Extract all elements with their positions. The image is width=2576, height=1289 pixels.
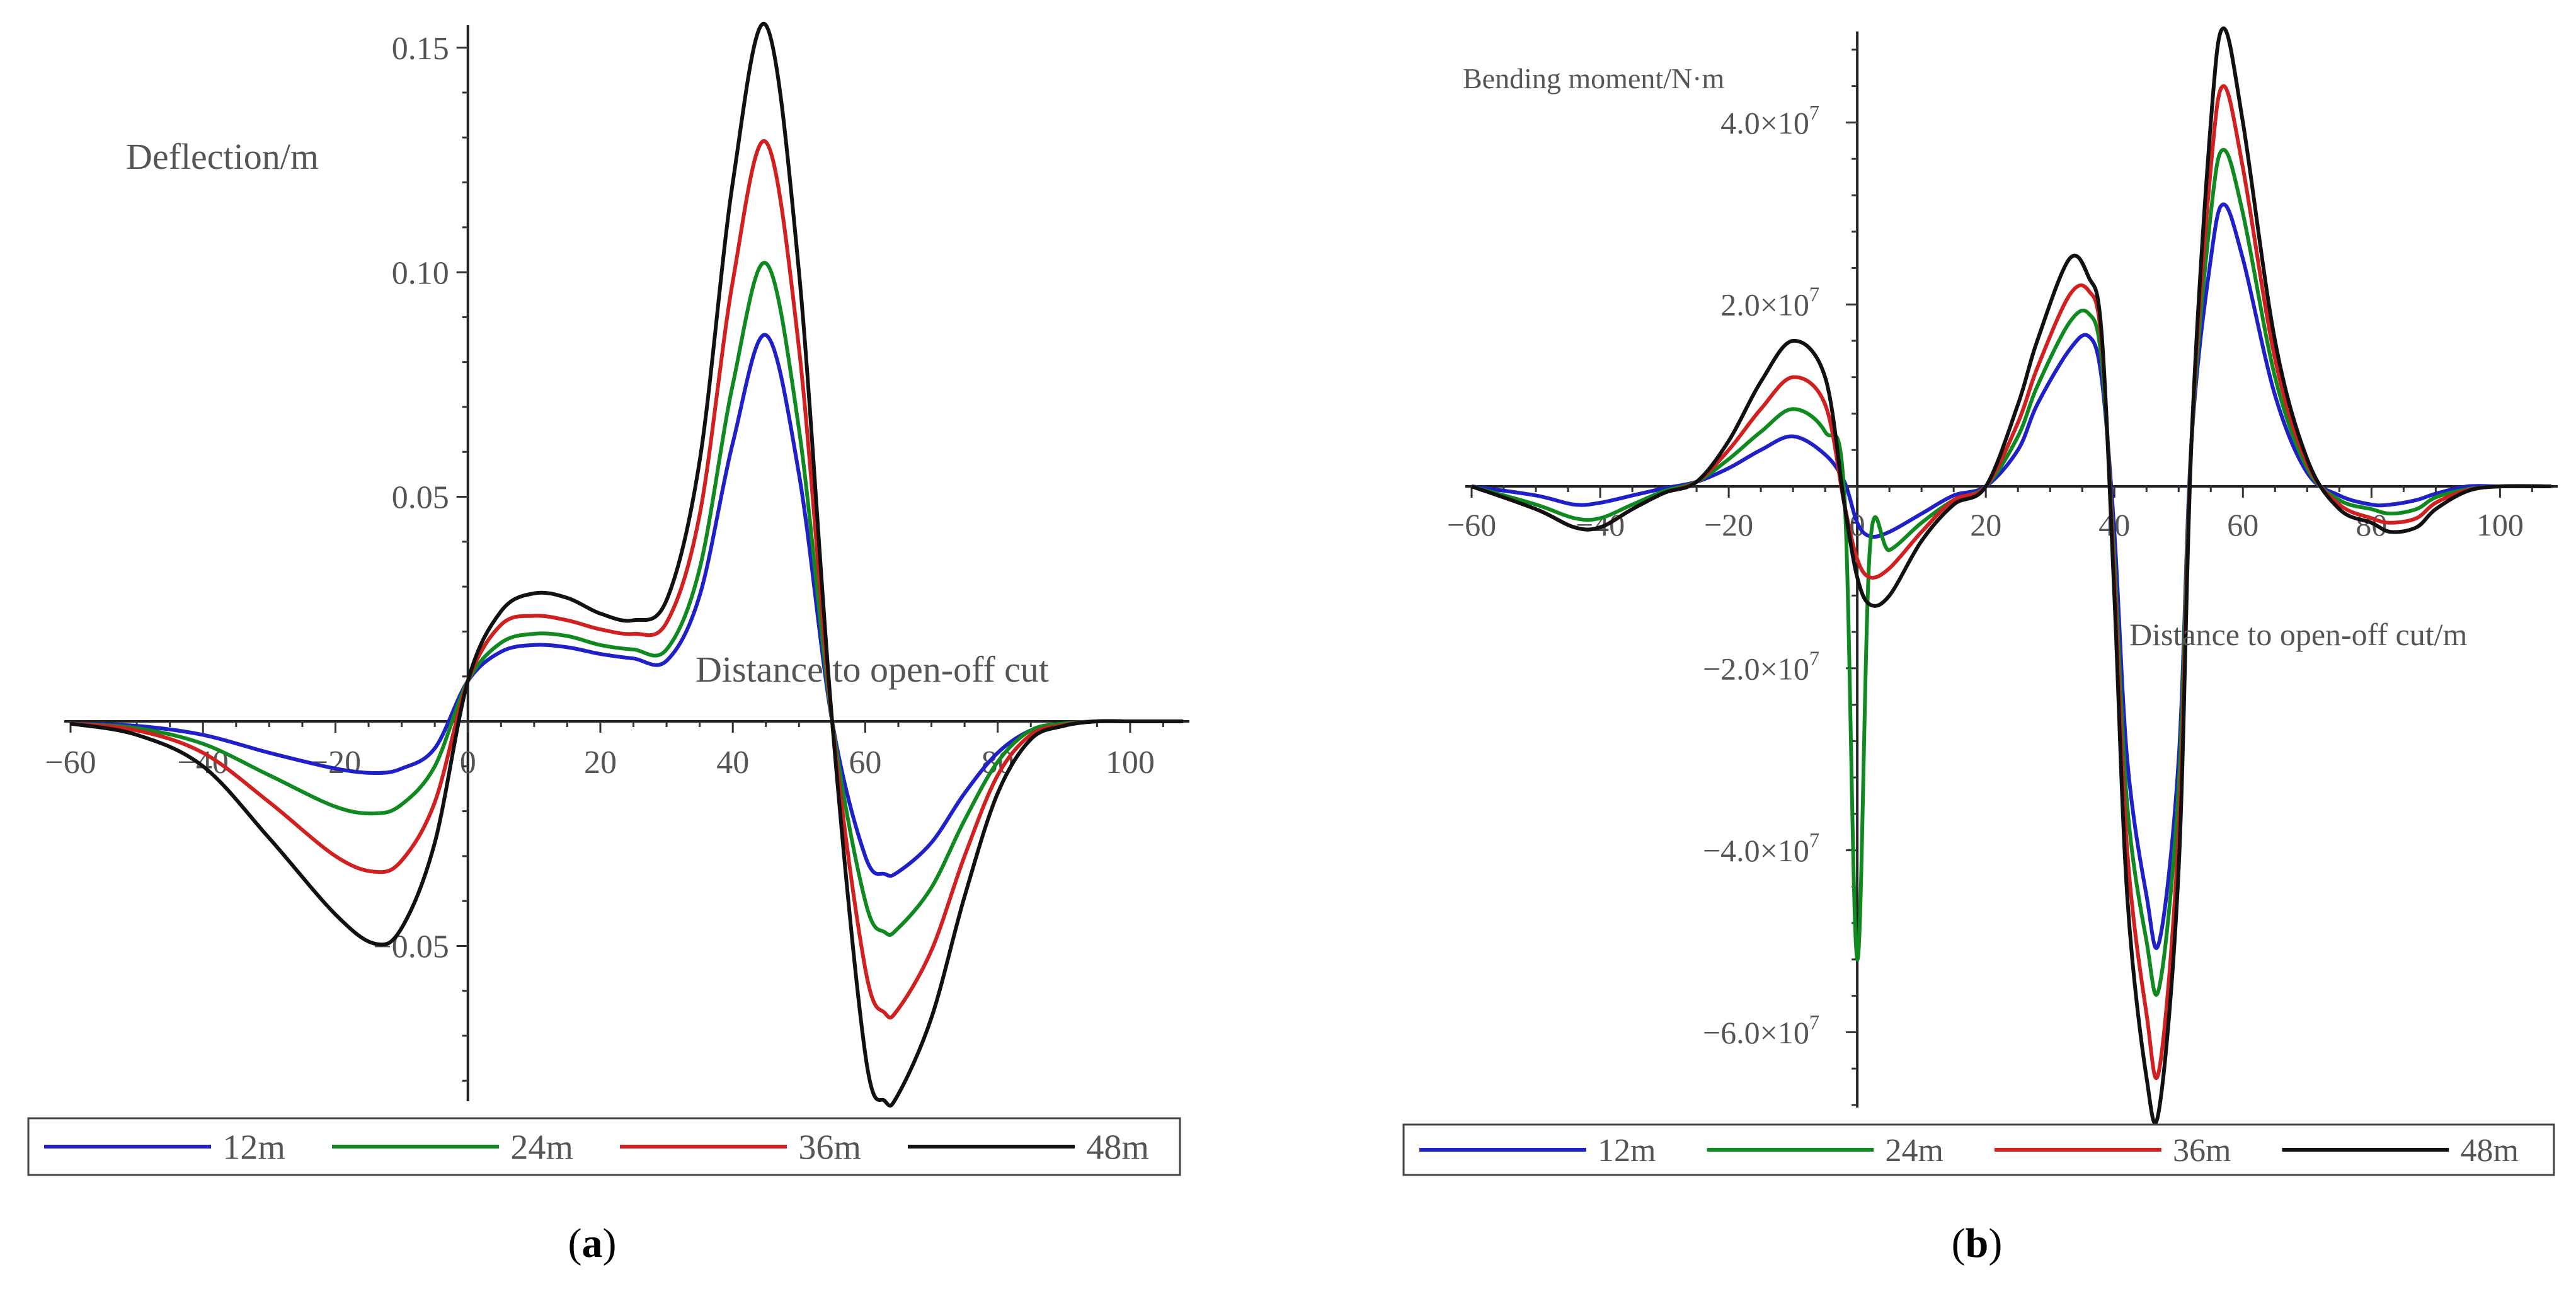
- x-tick-label: −60: [1447, 507, 1496, 542]
- panel-label-b: (b): [1952, 1220, 2003, 1266]
- axes-b: [1465, 32, 2558, 1108]
- x-axis-label-b: Distance to open-off cut/m: [2129, 617, 2468, 652]
- x-tick-label: 100: [2476, 507, 2524, 542]
- y-tick-label: 2.0×107: [1720, 284, 1819, 323]
- legend-label-48m: 48m: [2461, 1133, 2519, 1169]
- series-line-24m: [70, 261, 1183, 937]
- x-tick-label: 40: [716, 745, 749, 781]
- series-group-b: [1471, 26, 2552, 1125]
- legend-label-24m: 24m: [510, 1128, 573, 1167]
- panel-label-a: (a): [568, 1220, 617, 1266]
- axis-labels-a: Deflection/m Distance to open-off cut: [126, 136, 1049, 690]
- series-line-12m: [70, 333, 1183, 878]
- legend-b: 12m 24m 36m 48m: [1402, 1123, 2555, 1176]
- y-tick-label: −6.0×107: [1703, 1011, 1819, 1050]
- x-tick-label: 0: [460, 745, 476, 781]
- y-tick-exponent: 7: [1809, 648, 1819, 670]
- y-tick-label: −0.05: [373, 929, 449, 965]
- legend-label-24m: 24m: [1886, 1133, 1943, 1169]
- panel-label-b-letter: b: [1966, 1220, 1989, 1266]
- x-tick-label: 20: [1970, 507, 2001, 542]
- y-tick-label: 0.15: [392, 31, 449, 67]
- y-tick-label: −4.0×107: [1703, 830, 1819, 869]
- y-tick-exponent: 7: [1809, 830, 1819, 852]
- chart-panel-b: −60 −40 −20 0 20 40 60 80 1002.0×1074.0×107−2.0×…: [1402, 26, 2558, 1266]
- y-tick-label: 4.0×107: [1720, 101, 1819, 140]
- x-tick-label: 60: [849, 745, 881, 781]
- series-group-a: [70, 21, 1183, 1108]
- series-line-24m: [1471, 147, 2552, 997]
- legend-a: 12m 24m 36m 48m: [27, 1117, 1181, 1176]
- y-tick-label: 0.05: [392, 480, 449, 516]
- legend-label-12m: 12m: [222, 1128, 285, 1167]
- legend-label-12m: 12m: [1598, 1133, 1656, 1169]
- y-axis-label-a: Deflection/m: [126, 136, 319, 177]
- x-tick-label: −20: [310, 745, 361, 781]
- y-tick-exponent: 7: [1809, 101, 1819, 124]
- series-line-36m: [1471, 84, 2552, 1080]
- series-line-12m: [1471, 202, 2551, 950]
- y-tick-label: 0.10: [392, 255, 449, 291]
- series-line-48m: [70, 21, 1183, 1108]
- y-tick-exponent: 7: [1809, 284, 1819, 306]
- x-tick-label: 100: [1106, 745, 1155, 781]
- x-tick-label: 60: [2227, 507, 2258, 542]
- legend-label-36m: 36m: [2173, 1133, 2231, 1169]
- y-tick-exponent: 7: [1809, 1011, 1819, 1034]
- x-tick-label: −60: [45, 745, 96, 781]
- x-tick-label: −20: [1704, 507, 1753, 542]
- y-tick-label: −2.0×107: [1703, 648, 1819, 687]
- x-tick-label: 20: [584, 745, 617, 781]
- series-line-36m: [70, 139, 1183, 1020]
- series-line-48m: [1471, 26, 2552, 1125]
- ticks-b: −60 −40 −20 0 20 40 60 80 1002.0×1074.0×107−2.0×…: [1447, 49, 2533, 1106]
- y-axis-label-b: Bending moment/N·m: [1463, 62, 1724, 95]
- legend-label-36m: 36m: [798, 1128, 861, 1167]
- axis-labels-b: Bending moment/N·m Distance to open-off …: [1463, 62, 2468, 652]
- panel-label-a-letter: a: [582, 1220, 603, 1266]
- x-axis-label-a: Distance to open-off cut: [696, 649, 1049, 690]
- axes-a: [64, 25, 1189, 1101]
- legend-label-48m: 48m: [1086, 1128, 1149, 1167]
